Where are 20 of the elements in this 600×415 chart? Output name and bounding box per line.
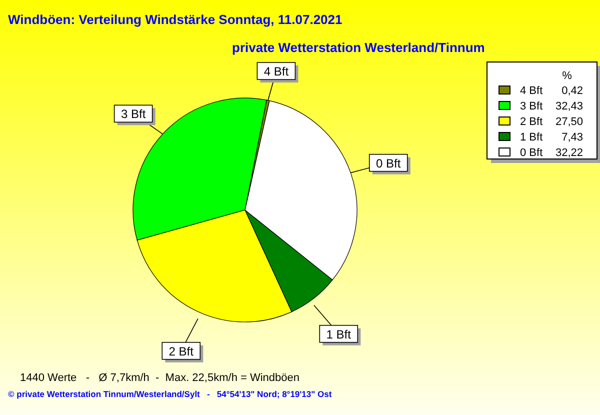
text: © private Wetterstation Tinnum/Westerland/Sylt - 54°54'13" Nord; 8°19'13" Ost xyxy=(8,389,332,399)
slice-label: 0 Bft xyxy=(376,156,402,170)
data-label: 0,42 xyxy=(562,85,583,97)
legend-label: 4 Bft xyxy=(520,85,543,97)
slice-label: 4 Bft xyxy=(264,64,290,79)
legend-label: 2 Bft xyxy=(520,116,543,128)
slice-label: 1 Bft xyxy=(326,327,352,342)
legend-label: 0 Bft xyxy=(520,147,543,159)
chart-title: Windböen: Verteilung Windstärke Sonntag, 11.07.2021 xyxy=(8,12,342,27)
chart-subtitle: private Wetterstation Westerland/Tinnum xyxy=(232,40,485,55)
text: 1440 Werte - Ø 7,7km/h - Max. 22,5km/h = Windböen xyxy=(20,372,300,384)
data-label: 32,22 xyxy=(555,147,583,159)
slice-label: 3 Bft xyxy=(120,107,146,122)
data-label: 7,43 xyxy=(562,132,583,144)
slice-label: 2 Bft xyxy=(168,344,194,358)
legend-label: 1 Bft xyxy=(520,132,543,144)
data-label: 27,50 xyxy=(555,116,583,128)
legend-title: % xyxy=(562,70,572,82)
data-label: 32,43 xyxy=(555,100,583,112)
legend-label: 3 Bft xyxy=(520,100,543,112)
